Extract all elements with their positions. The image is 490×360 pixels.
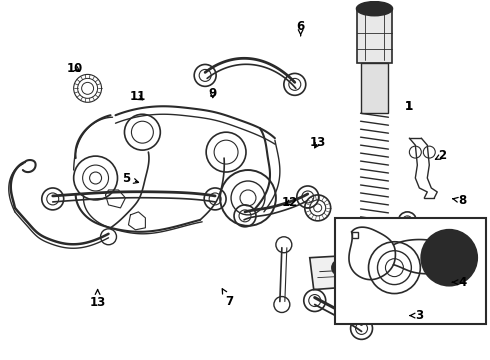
Bar: [361, 63, 389, 113]
Text: 10: 10: [67, 62, 83, 75]
Text: 1: 1: [405, 100, 413, 113]
Circle shape: [444, 253, 454, 263]
Bar: [357, 9, 392, 63]
Text: 13: 13: [310, 136, 326, 149]
Polygon shape: [310, 252, 421, 289]
Text: 2: 2: [436, 149, 447, 162]
Text: 5: 5: [122, 172, 139, 185]
Bar: [365, 240, 385, 265]
Text: 12: 12: [282, 196, 298, 209]
Bar: [335, 218, 486, 324]
Ellipse shape: [357, 2, 392, 15]
Text: 7: 7: [222, 289, 233, 308]
Text: 9: 9: [209, 87, 217, 100]
Text: 6: 6: [296, 20, 305, 36]
Text: 3: 3: [410, 309, 424, 322]
Text: 8: 8: [453, 194, 467, 207]
Ellipse shape: [365, 260, 385, 270]
Text: 13: 13: [90, 290, 106, 309]
Text: 11: 11: [129, 90, 146, 103]
Circle shape: [376, 257, 392, 273]
Text: 4: 4: [452, 276, 466, 289]
Text: 1: 1: [405, 100, 413, 113]
Circle shape: [421, 230, 477, 285]
Circle shape: [332, 260, 347, 276]
